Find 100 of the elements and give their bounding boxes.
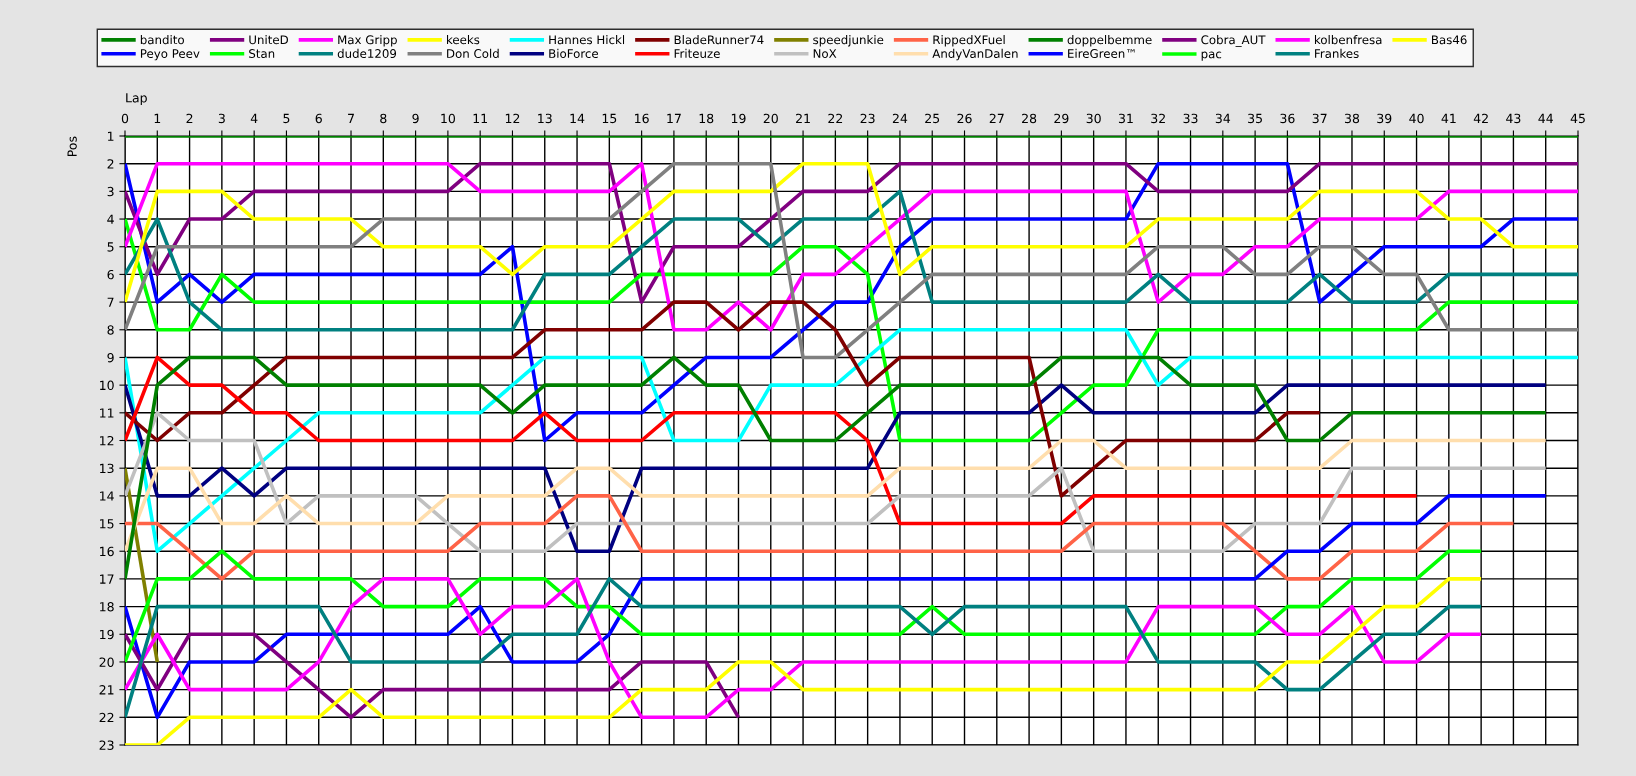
legend-label: Hannes Hickl (549, 35, 625, 45)
line-series (125, 383, 1548, 554)
legend-label: Bas46 (1432, 35, 1467, 45)
x-tick-label: 33 (1183, 113, 1198, 124)
x-tick-label: 24 (892, 113, 908, 123)
x-tick-label: 2 (186, 113, 193, 123)
line-series (125, 355, 1548, 581)
legend-label: EireGreen™ (1068, 48, 1135, 59)
x-tick-label: 36 (1280, 113, 1295, 124)
legend-label: doppelbemme (1067, 35, 1152, 47)
legend-label: NoX (813, 49, 837, 59)
y-tick-label: 10 (100, 380, 114, 391)
legend-label: RippedXFuel (933, 35, 1005, 47)
y-tick-label: 22 (99, 712, 114, 723)
x-tick-label: 4 (250, 113, 258, 123)
x-tick-label: 14 (570, 113, 585, 123)
y-tick-label: 20 (99, 657, 114, 667)
x-tick-label: 39 (1377, 113, 1392, 124)
y-axis-title: Pos (67, 136, 77, 157)
line-series (125, 494, 1548, 720)
x-tick-label: 22 (828, 113, 843, 123)
legend-label: bandito (140, 35, 184, 45)
x-tick-label: 10 (441, 113, 456, 124)
y-tick-label: 13 (100, 463, 114, 474)
line-series (125, 355, 1419, 526)
x-tick-label: 15 (602, 113, 617, 124)
x-tick-label: 0 (121, 113, 129, 124)
x-tick-label: 23 (860, 113, 875, 124)
x-tick-label: 26 (957, 113, 972, 124)
x-tick-label: 20 (763, 113, 778, 124)
x-tick-label: 13 (538, 113, 552, 124)
x-tick-label: 29 (1054, 113, 1069, 124)
legend-label: UniteD (249, 35, 289, 45)
x-tick-label: 18 (699, 113, 714, 124)
y-tick-label: 11 (100, 408, 114, 418)
y-tick-label: 18 (100, 602, 114, 612)
y-tick-label: 16 (100, 546, 114, 557)
y-tick-label: 14 (100, 491, 114, 501)
x-tick-label: 28 (1022, 113, 1037, 124)
y-tick-label: 3 (107, 186, 114, 197)
legend-label: Don Cold (447, 48, 499, 59)
x-tick-label: 25 (925, 113, 940, 124)
y-tick-label: 1 (108, 131, 114, 141)
line-series (125, 300, 1322, 498)
legend-label: pac (1201, 51, 1222, 61)
legend-label: Friteuze (674, 48, 720, 59)
y-tick-label: 2 (107, 159, 114, 169)
line-series (125, 438, 1548, 554)
x-tick-label: 30 (1086, 113, 1101, 124)
legend-label: Stan (249, 49, 275, 59)
x-tick-label: 42 (1473, 113, 1488, 123)
x-tick-label: 1 (154, 113, 161, 123)
x-tick-label: 34 (1215, 113, 1231, 124)
x-tick-label: 19 (731, 113, 746, 124)
y-tick-label: 17 (100, 574, 114, 584)
x-tick-label: 17 (667, 113, 681, 123)
legend-label: Peyo Peev (140, 49, 200, 61)
legend-label: AndyVanDalen (932, 48, 1018, 61)
y-tick-label: 9 (107, 352, 114, 363)
x-tick-label: 12 (505, 113, 520, 123)
x-tick-label: 44 (1538, 113, 1553, 123)
x-tick-label: 41 (1441, 113, 1456, 123)
x-tick-label: 31 (1118, 113, 1133, 124)
x-tick-label: 35 (1248, 113, 1262, 124)
x-tick-label: 43 (1506, 113, 1521, 124)
x-tick-label: 32 (1151, 113, 1165, 124)
y-tick-label: 12 (100, 435, 114, 446)
legend-label: kolbenfresa (1314, 35, 1382, 45)
x-tick-label: 8 (380, 113, 387, 124)
x-tick-label: 16 (635, 113, 649, 124)
line-series (125, 494, 1516, 581)
y-tick-label: 5 (107, 242, 114, 252)
x-tick-label: 3 (218, 113, 225, 124)
x-tick-label: 40 (1409, 113, 1424, 124)
x-tick-label: 21 (796, 113, 810, 123)
y-tick-label: 8 (107, 325, 114, 335)
legend-label: Max Gripp (338, 35, 397, 47)
y-tick-label: 7 (107, 297, 114, 307)
y-tick-label: 15 (100, 519, 114, 529)
x-tick-label: 9 (412, 113, 419, 124)
y-tick-label: 23 (99, 740, 114, 750)
x-tick-label: 37 (1312, 113, 1327, 124)
x-tick-label: 5 (283, 113, 290, 124)
legend-label: Cobra_AUT (1201, 35, 1266, 47)
x-tick-label: 11 (473, 113, 487, 123)
legend-label: BioForce (549, 48, 599, 59)
x-tick-label: 45 (1570, 113, 1585, 124)
x-tick-label: 7 (348, 113, 354, 123)
y-tick-label: 6 (107, 269, 114, 280)
y-tick-label: 21 (99, 685, 114, 695)
y-tick-label: 4 (107, 214, 114, 224)
x-tick-label: 38 (1344, 113, 1360, 124)
line-series (125, 549, 1483, 664)
legend-label: keeks (447, 35, 480, 45)
y-tick-label: 19 (100, 629, 114, 640)
line-series (125, 411, 1548, 554)
line-series (125, 632, 741, 720)
legend-label: Frankes (1315, 48, 1359, 59)
legend-label: speedjunkie (813, 35, 884, 47)
legend-label: BladeRunner74 (674, 35, 764, 45)
